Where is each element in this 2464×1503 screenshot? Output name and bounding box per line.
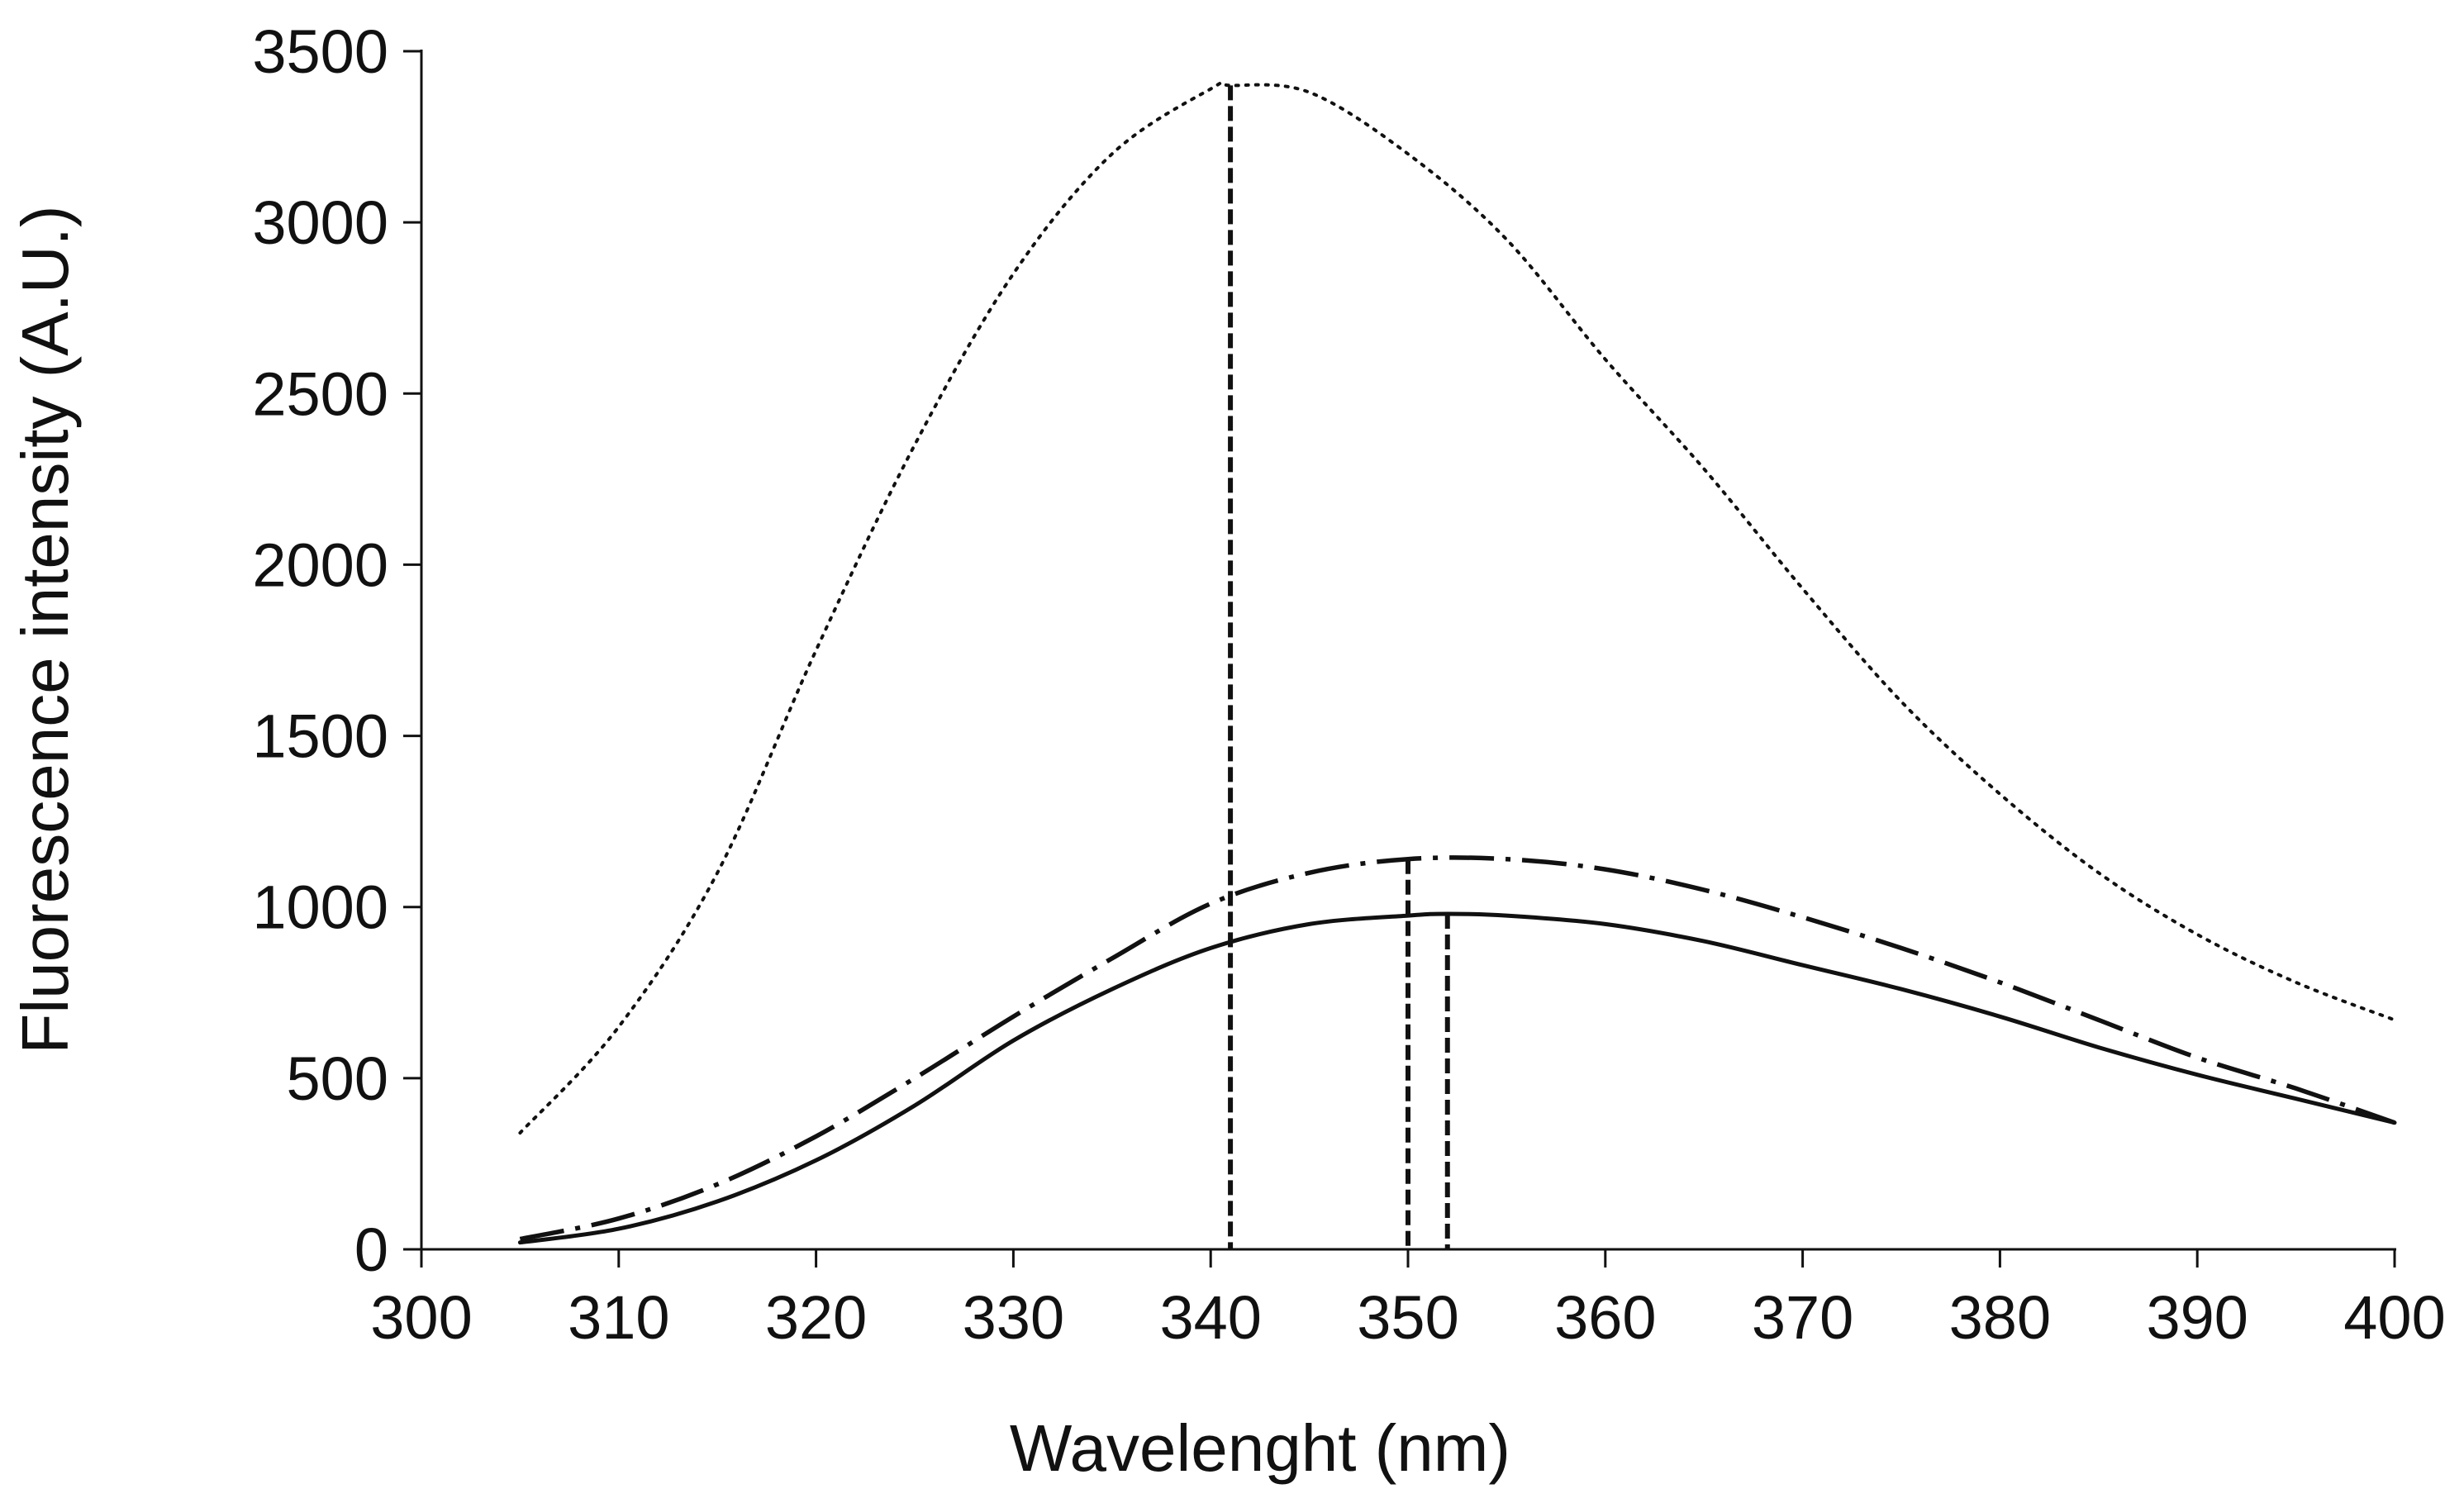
y-tick-label: 0	[354, 1215, 388, 1284]
y-tick-label: 500	[287, 1044, 388, 1113]
y-tick-label: 1500	[252, 702, 388, 771]
x-tick-label: 360	[1554, 1283, 1656, 1352]
y-tick-label: 2500	[252, 359, 388, 428]
y-tick-label: 3500	[252, 17, 388, 86]
x-axis-title: Wavelenght (nm)	[1010, 1411, 1510, 1485]
x-tick-label: 350	[1357, 1283, 1458, 1352]
y-tick-label: 2000	[252, 530, 388, 599]
x-tick-label: 300	[370, 1283, 472, 1352]
series-line-dotted	[518, 80, 2396, 1135]
x-tick-label: 330	[963, 1283, 1064, 1352]
x-tick-label: 390	[2146, 1283, 2248, 1352]
x-tick-label: 370	[1752, 1283, 1853, 1352]
y-tick-label: 1000	[252, 873, 388, 942]
axes-layer: 0 500 1000 1500 2000 2500 3000 3500 300 310 320 330…	[252, 17, 2445, 1352]
series-line-dash-dot	[519, 855, 2395, 1242]
x-tick-label: 400	[2343, 1283, 2445, 1352]
peak-marker-layer	[1228, 85, 1450, 1249]
x-tick-label: 340	[1159, 1283, 1261, 1352]
y-tick-label: 3000	[252, 188, 388, 257]
y-axis-title: Fluorescence intensity (A.U.)	[8, 205, 82, 1054]
x-tick-label: 320	[765, 1283, 867, 1352]
x-tick-label: 380	[1949, 1283, 2051, 1352]
x-tick-label: 310	[568, 1283, 669, 1352]
